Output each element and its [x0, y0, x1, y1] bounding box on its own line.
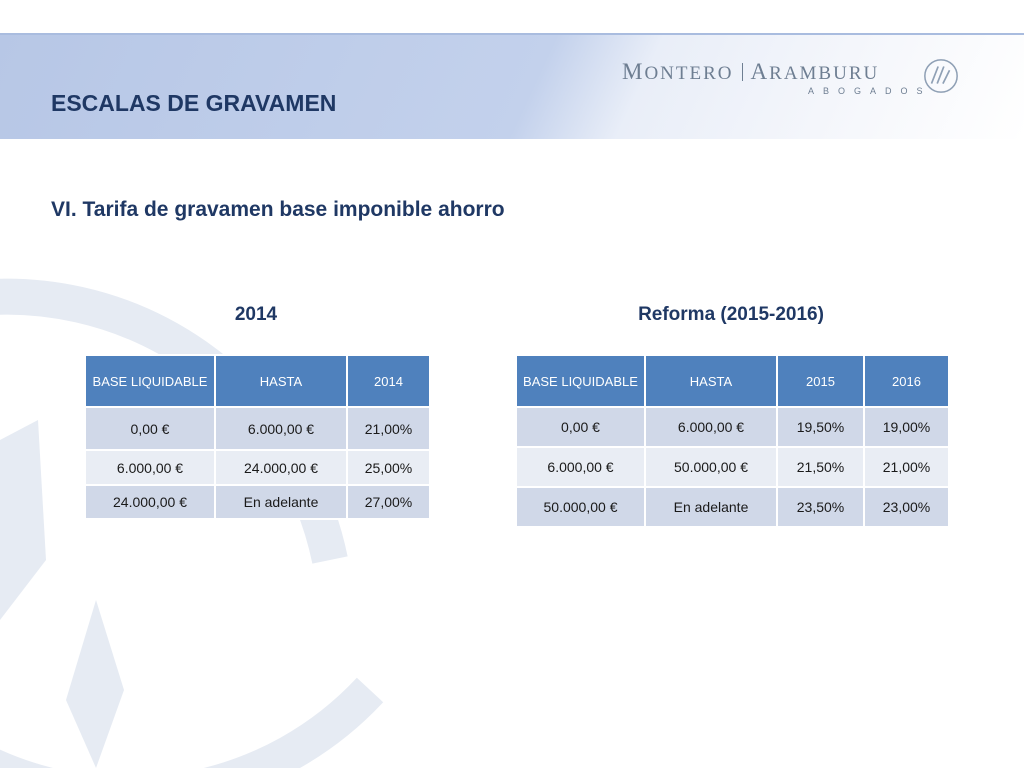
cell-hasta: 6.000,00 € [214, 406, 348, 451]
cell-base: 0,00 € [84, 406, 216, 451]
monogram-circle-icon [924, 59, 958, 93]
header-band [0, 33, 1024, 139]
company-logo: MONTERO ARAMBURU ABOGADOS [622, 59, 967, 104]
table-row: 50.000,00 € En adelante 23,50% 23,00% [515, 486, 950, 528]
logo-name-1: ONTERO [644, 63, 734, 84]
column-header-hasta: HASTA [644, 354, 778, 408]
table-row: 0,00 € 6.000,00 € 19,50% 19,00% [515, 406, 950, 448]
cell-rate-2015: 19,50% [776, 406, 865, 448]
column-header-2015: 2015 [776, 354, 865, 408]
logo-initial-1: M [622, 59, 645, 84]
logo-separator [741, 63, 743, 81]
cell-hasta: 50.000,00 € [644, 446, 778, 488]
cell-rate-2015: 21,50% [776, 446, 865, 488]
table-header-row: BASE LIQUIDABLE HASTA 2014 [84, 354, 431, 408]
cell-rate-2016: 23,00% [863, 486, 950, 528]
cell-base: 24.000,00 € [84, 484, 216, 520]
cell-rate: 21,00% [346, 406, 431, 451]
cell-base: 6.000,00 € [515, 446, 646, 488]
table-row: 6.000,00 € 24.000,00 € 25,00% [84, 449, 431, 486]
cell-hasta: 6.000,00 € [644, 406, 778, 448]
cell-base: 6.000,00 € [84, 449, 216, 486]
table-row: 0,00 € 6.000,00 € 21,00% [84, 406, 431, 451]
logo-initial-2: A [750, 59, 770, 84]
cell-rate-2016: 19,00% [863, 406, 950, 448]
cell-base: 0,00 € [515, 406, 646, 448]
cell-rate-2016: 21,00% [863, 446, 950, 488]
column-header-base: BASE LIQUIDABLE [84, 354, 216, 408]
logo-wordmark: MONTERO ARAMBURU [622, 59, 879, 85]
cell-rate: 27,00% [346, 484, 431, 520]
column-header-base: BASE LIQUIDABLE [515, 354, 646, 408]
cell-rate: 25,00% [346, 449, 431, 486]
section-title: VI. Tarifa de gravamen base imponible ah… [51, 198, 505, 221]
column-header-2016: 2016 [863, 354, 950, 408]
cell-hasta: En adelante [644, 486, 778, 528]
page-title: ESCALAS DE GRAVAMEN [51, 90, 337, 116]
column-header-year: 2014 [346, 354, 431, 408]
cell-base: 50.000,00 € [515, 486, 646, 528]
table-reforma-caption: Reforma (2015-2016) [638, 304, 824, 325]
column-header-hasta: HASTA [214, 354, 348, 408]
table-2014-caption: 2014 [234, 304, 278, 325]
table-header-row: BASE LIQUIDABLE HASTA 2015 2016 [515, 354, 950, 408]
header-divider [0, 33, 1024, 35]
table-row: 24.000,00 € En adelante 27,00% [84, 484, 431, 520]
cell-rate-2015: 23,50% [776, 486, 865, 528]
table-row: 6.000,00 € 50.000,00 € 21,50% 21,00% [515, 446, 950, 488]
logo-name-2: RAMBURU [769, 63, 880, 84]
cell-hasta: 24.000,00 € [214, 449, 348, 486]
logo-subtitle: ABOGADOS [808, 86, 932, 96]
cell-hasta: En adelante [214, 484, 348, 520]
tax-table-reforma: BASE LIQUIDABLE HASTA 2015 2016 0,00 € 6… [515, 354, 950, 528]
tax-table-2014: BASE LIQUIDABLE HASTA 2014 0,00 € 6.000,… [84, 354, 431, 520]
